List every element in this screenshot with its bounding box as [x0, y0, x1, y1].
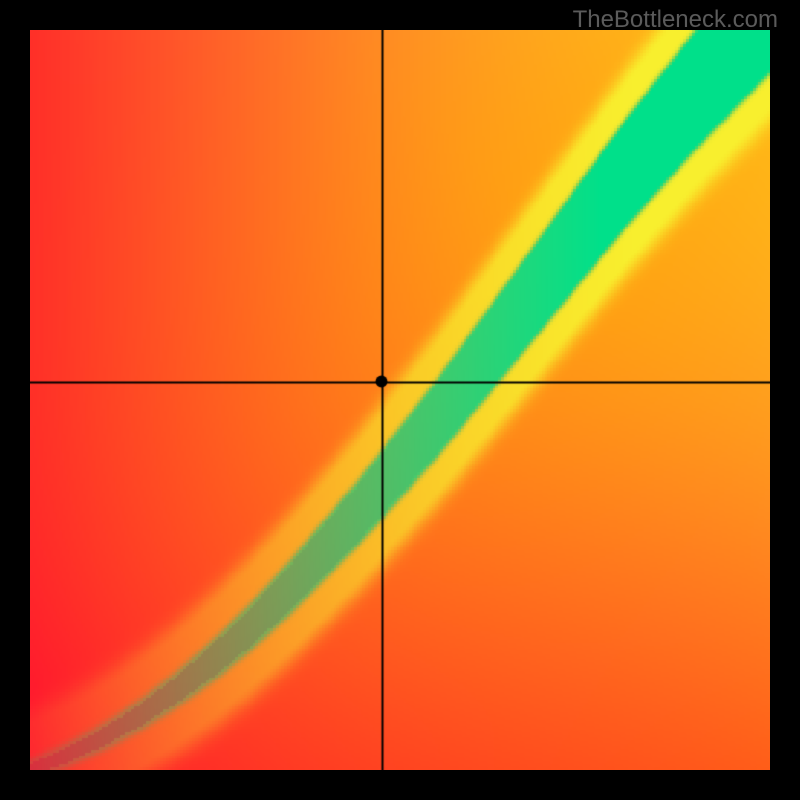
watermark-text: TheBottleneck.com	[573, 6, 778, 34]
chart-root: TheBottleneck.com	[0, 0, 800, 800]
bottleneck-heatmap-canvas	[30, 30, 770, 770]
